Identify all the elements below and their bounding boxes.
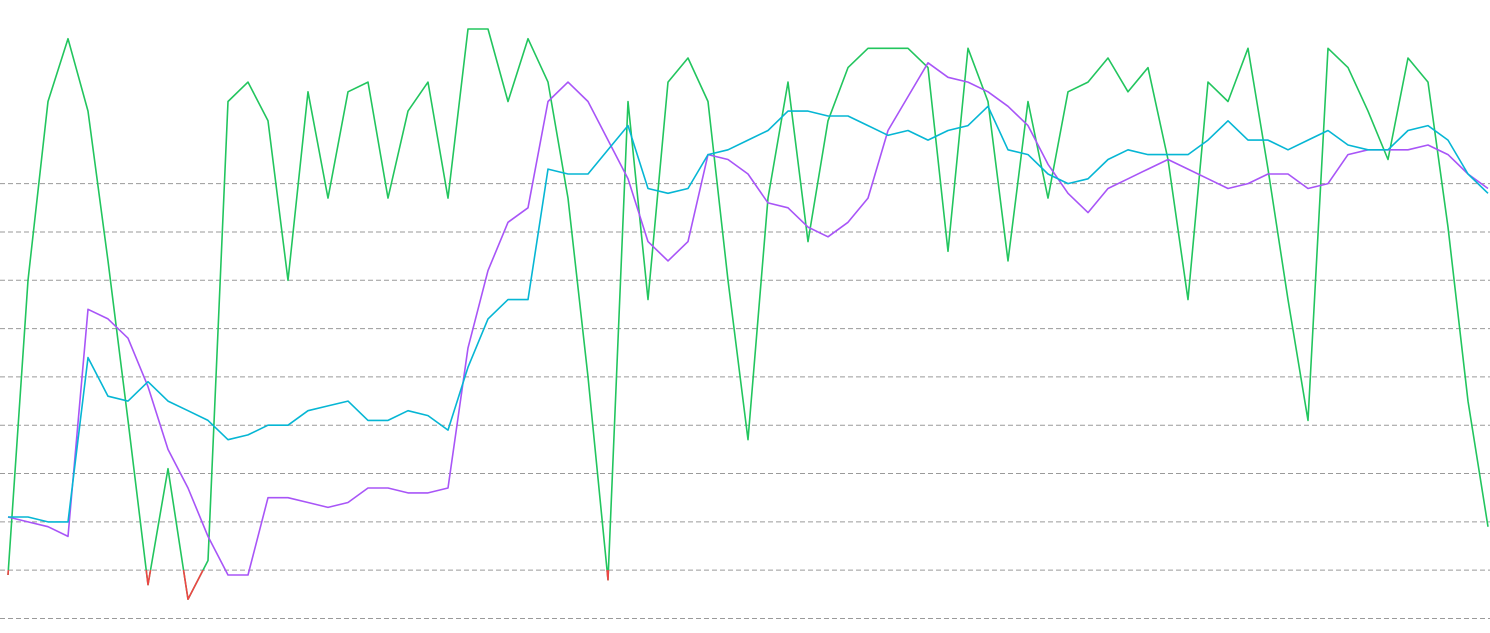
line-series (7, 28, 1489, 600)
line-series-below-zero (7, 570, 610, 600)
line-series (8, 105, 1489, 523)
line-series (7, 62, 1489, 576)
